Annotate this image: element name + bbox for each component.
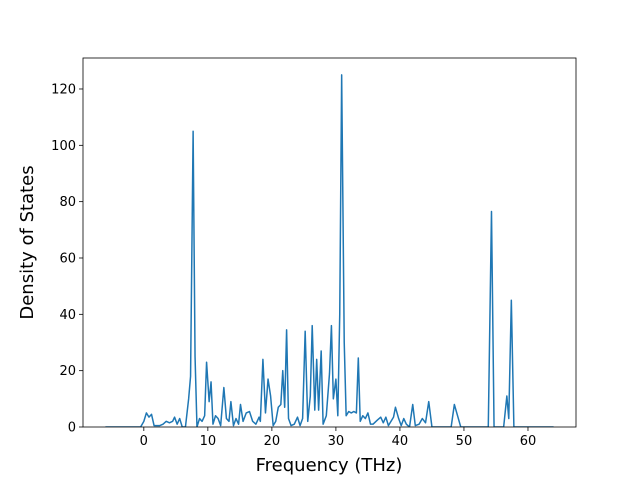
x-tick-label: 30 (328, 434, 345, 449)
x-axis-label: Frequency (THz) (256, 455, 403, 476)
y-tick-label: 80 (59, 195, 76, 210)
y-tick-label: 120 (51, 82, 76, 97)
x-tick-label: 0 (140, 434, 148, 449)
x-tick-label: 60 (520, 434, 537, 449)
y-tick-label: 20 (59, 364, 76, 379)
x-tick-label: 20 (264, 434, 281, 449)
y-tick-label: 60 (59, 251, 76, 266)
y-axis-label: Density of States (17, 165, 38, 319)
y-tick-label: 40 (59, 308, 76, 323)
x-tick-label: 40 (392, 434, 409, 449)
y-tick-label: 100 (51, 139, 76, 154)
y-tick-label: 0 (68, 421, 76, 436)
x-tick-label: 10 (200, 434, 217, 449)
line (105, 74, 554, 427)
plot-frame (82, 57, 577, 428)
x-tick-label: 50 (456, 434, 473, 449)
